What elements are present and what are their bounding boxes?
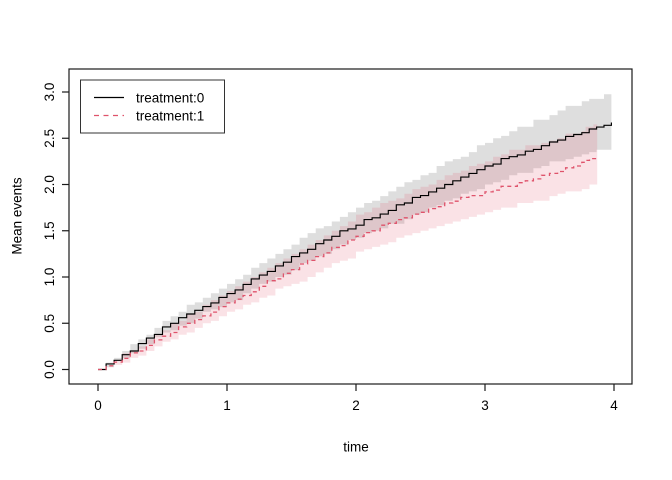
y-tick-label: 1.0 <box>42 268 57 287</box>
legend: treatment:0 treatment:1 <box>80 79 225 134</box>
y-tick-label: 2.0 <box>42 175 57 194</box>
plot-box <box>68 68 633 385</box>
x-tick-label: 1 <box>223 398 231 413</box>
confidence-bands <box>98 91 612 370</box>
y-tick-label: 0.0 <box>42 360 57 379</box>
y-axis-title: Mean events <box>9 177 25 255</box>
x-tick-label: 3 <box>481 398 489 413</box>
legend-label-treatment-0: treatment:0 <box>136 90 204 105</box>
x-axis: 0 1 2 3 4 <box>94 384 618 413</box>
x-tick-label: 4 <box>610 398 618 413</box>
legend-label-treatment-1: treatment:1 <box>136 108 204 123</box>
series-line-treatment-0 <box>98 122 612 371</box>
series-line-treatment-1 <box>98 156 598 371</box>
x-tick-label: 0 <box>94 398 102 413</box>
y-tick-label: 3.0 <box>42 83 57 102</box>
y-axis: 0.0 0.5 1.0 1.5 2.0 2.5 3.0 <box>42 83 69 379</box>
y-tick-label: 0.5 <box>42 314 57 333</box>
x-axis-title: time <box>343 439 369 455</box>
y-tick-label: 1.5 <box>42 221 57 240</box>
confidence-band-treatment-1 <box>98 123 598 370</box>
x-tick-label: 2 <box>352 398 360 413</box>
y-tick-label: 2.5 <box>42 129 57 148</box>
series-lines <box>98 122 612 371</box>
confidence-band-treatment-0 <box>98 91 612 370</box>
legend-box <box>80 79 225 134</box>
